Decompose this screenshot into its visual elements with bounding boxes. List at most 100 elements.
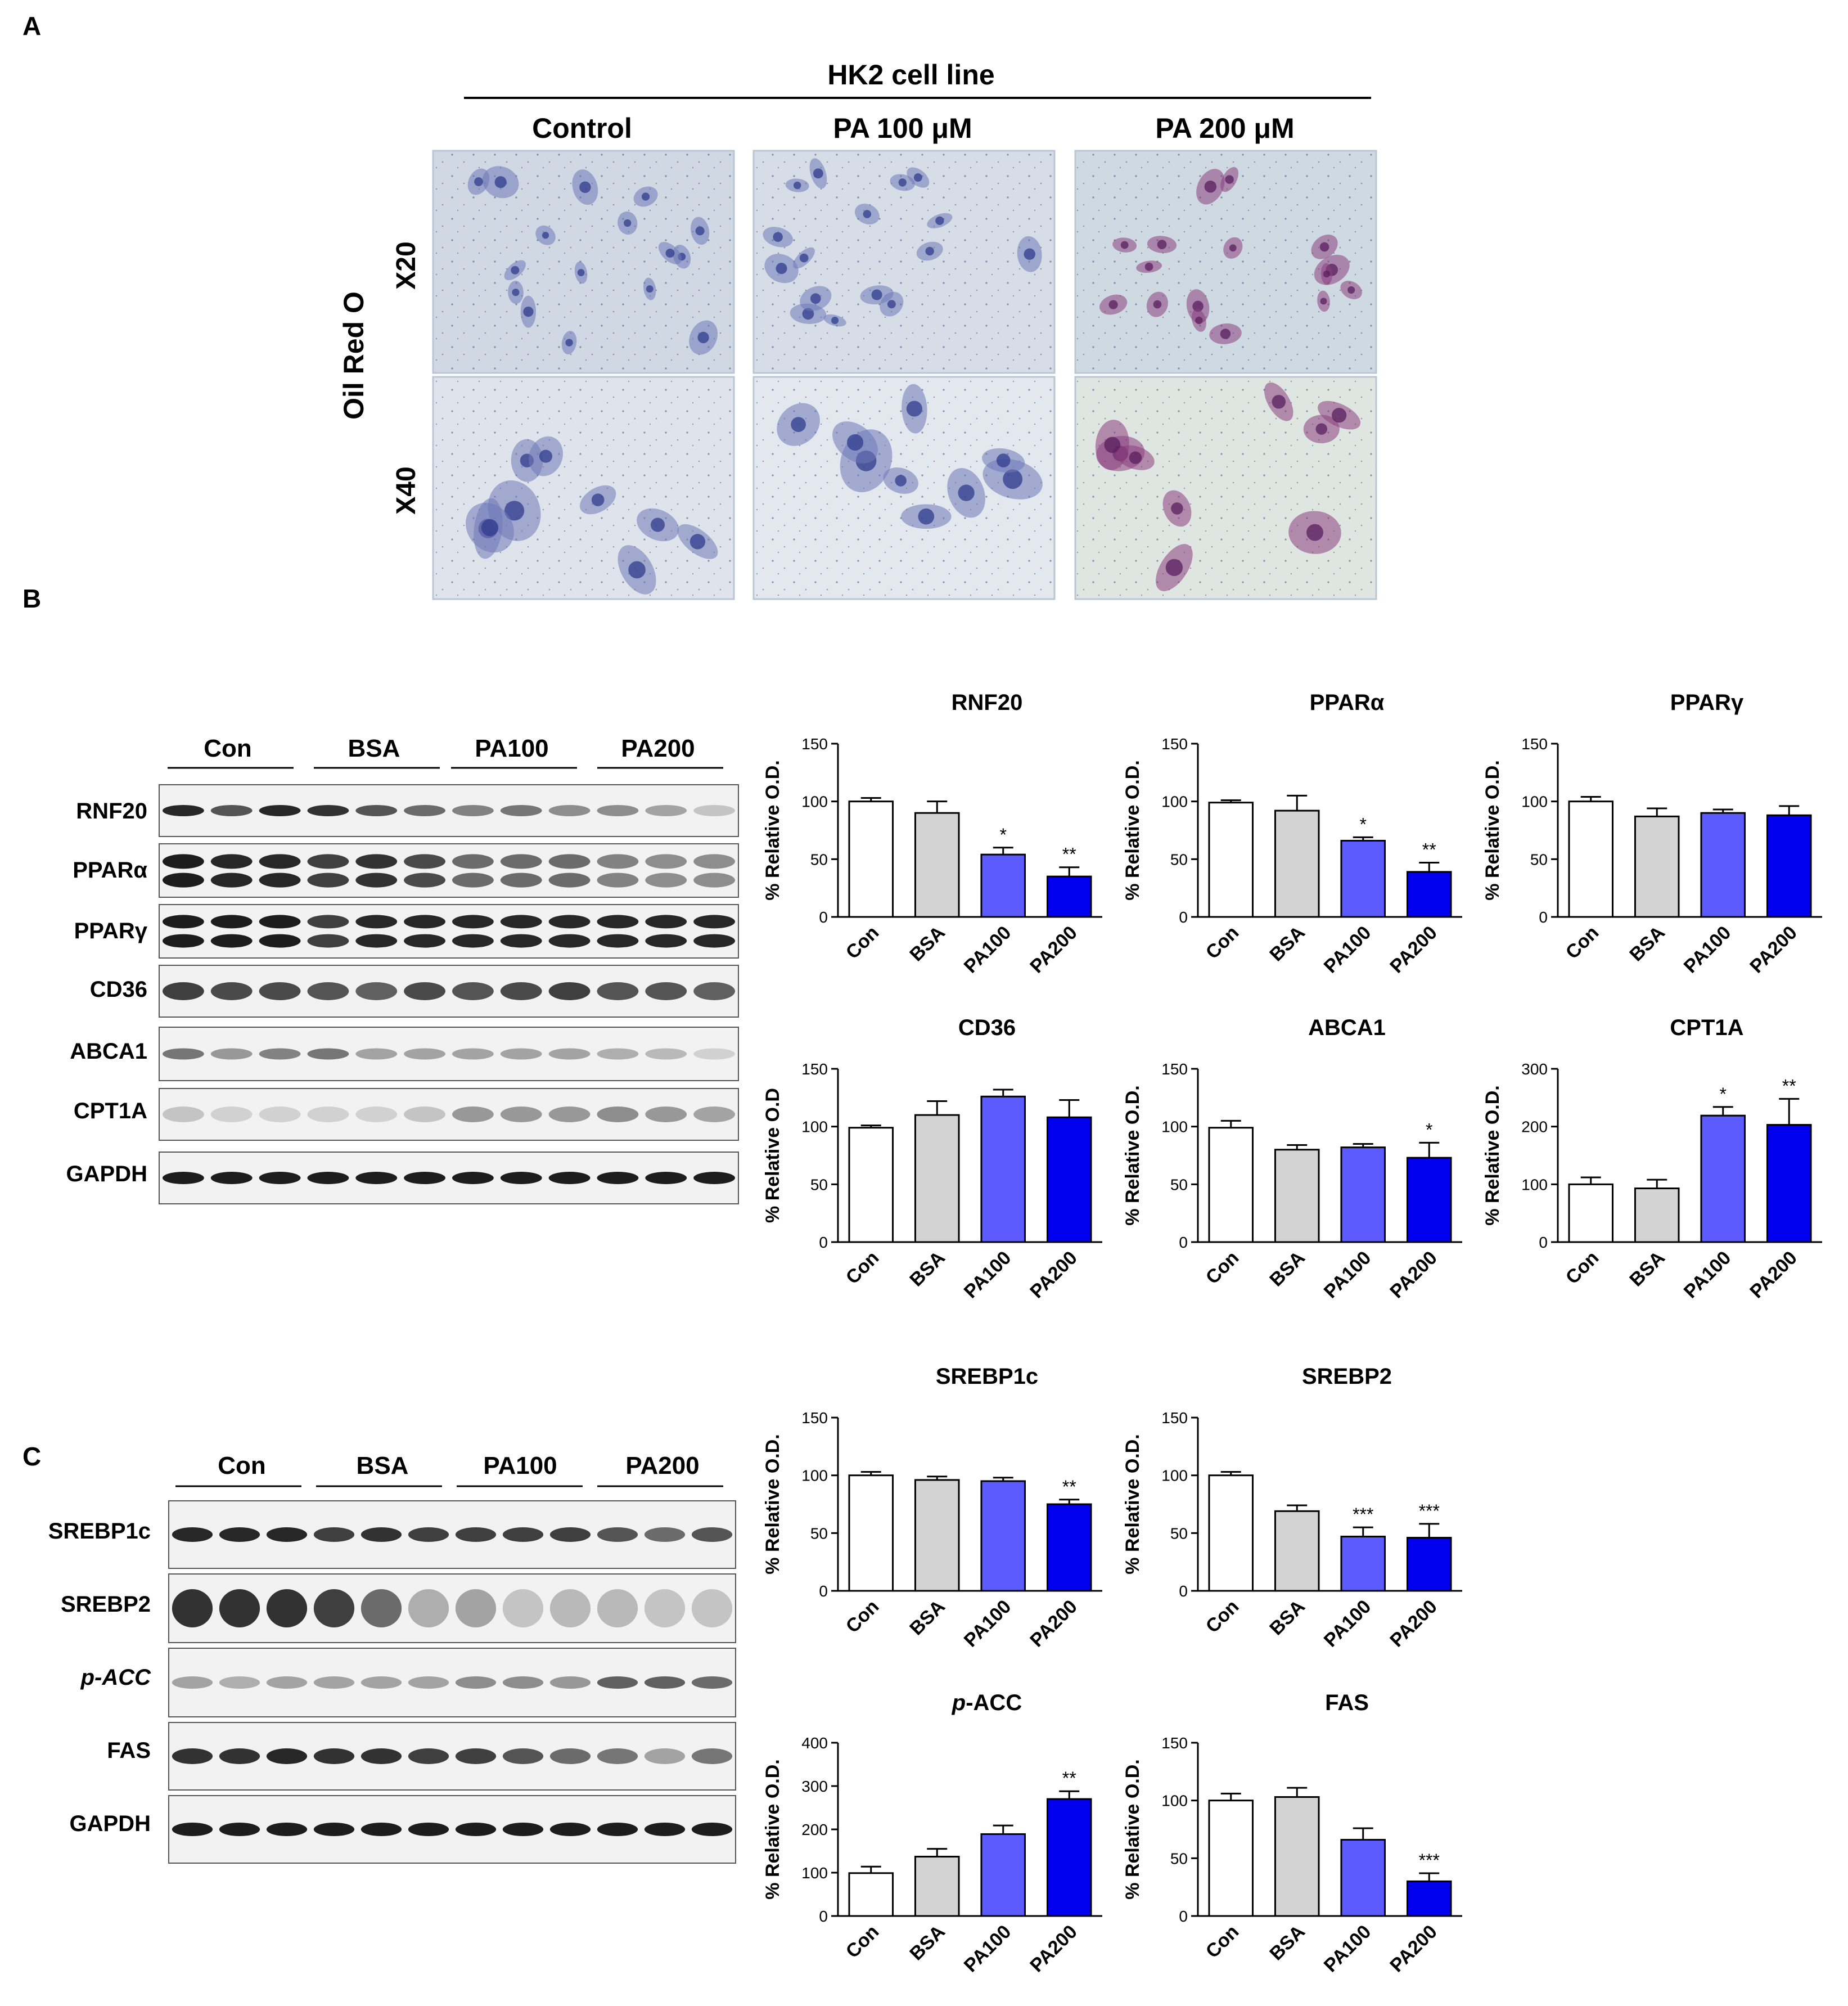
x-tick-label: BSA xyxy=(905,1596,949,1640)
blot-c-group-pa200: PA200 xyxy=(625,1452,699,1479)
significance-label: ** xyxy=(1062,1768,1076,1788)
x-tick-label: BSA xyxy=(1265,1596,1309,1640)
y-tick-label: 0 xyxy=(1539,908,1548,926)
x-tick-label: PA100 xyxy=(1320,1596,1376,1652)
y-tick-label: 200 xyxy=(1521,1118,1548,1136)
chart-srebp1c: SREBP1c % Relative O.D. 0 50 100 150 Con BSA PA1… xyxy=(762,1364,1102,1651)
x-tick-label: BSA xyxy=(1625,1247,1669,1291)
y-tick-label: 0 xyxy=(1179,1908,1188,1925)
bar xyxy=(980,1095,1026,1243)
y-axis-label: % Relative O.D. xyxy=(1122,1759,1143,1899)
y-tick-label: 200 xyxy=(801,1821,828,1838)
y-axis-label: % Relative O.D. xyxy=(1122,1085,1143,1225)
x-tick-label: PA100 xyxy=(960,1921,1016,1977)
bar xyxy=(980,853,1026,918)
microscopy-row-x20: X20 xyxy=(391,241,421,289)
chart-cpt1a: CPT1A % Relative O.D. 0 100 200 300 Con BSA * PA1… xyxy=(1482,1015,1822,1302)
microscopy-panel: HK2 cell line Control PA 100 μM PA 200 μ… xyxy=(338,59,1377,600)
x-tick-label: PA200 xyxy=(1746,922,1801,978)
y-tick-label: 50 xyxy=(1530,851,1548,868)
y-tick-label: 50 xyxy=(810,1176,828,1193)
y-tick-label: 150 xyxy=(1161,1734,1188,1752)
y-tick-label: 0 xyxy=(819,908,828,926)
blot-c-label-srebp2: SREBP2 xyxy=(61,1592,151,1617)
blot-c-label-pacc: p-ACC xyxy=(80,1665,152,1690)
x-tick-label: Con xyxy=(1202,1596,1243,1638)
blot-c-label-gapdh: GAPDH xyxy=(70,1811,151,1836)
blot-strip xyxy=(168,1795,736,1864)
bar xyxy=(1208,1474,1254,1592)
y-tick-label: 100 xyxy=(1521,1176,1548,1193)
blot-b-label-gapdh: GAPDH xyxy=(66,1162,147,1186)
x-tick-label: Con xyxy=(1202,922,1243,964)
bar xyxy=(1208,802,1254,918)
x-tick-label: PA100 xyxy=(1680,922,1736,978)
y-tick-label: 0 xyxy=(819,1582,828,1600)
y-tick-label: 0 xyxy=(819,1234,828,1251)
x-tick-label: PA100 xyxy=(960,1247,1016,1303)
y-tick-label: 100 xyxy=(801,1864,828,1882)
y-tick-label: 150 xyxy=(1161,1060,1188,1078)
blot-b-label-pparg: PPARγ xyxy=(74,919,148,943)
blot-b-label-rnf20: RNF20 xyxy=(76,799,147,824)
panel-label-c: C xyxy=(22,1442,41,1471)
x-tick-label: PA200 xyxy=(1386,1596,1441,1652)
y-axis-label: % Relative O.D. xyxy=(762,1759,783,1899)
x-tick-label: BSA xyxy=(1625,922,1669,966)
y-axis-label: % Relative O.D. xyxy=(1482,760,1503,900)
bar xyxy=(1634,1188,1680,1243)
blot-b-label-cd36: CD36 xyxy=(90,977,147,1002)
y-tick-label: 150 xyxy=(1161,1409,1188,1427)
blot-c-group-con: Con xyxy=(218,1452,266,1479)
y-axis-label: % Relative O.D. xyxy=(1122,1434,1143,1574)
x-tick-label: PA100 xyxy=(1320,922,1376,978)
y-tick-label: 100 xyxy=(801,1118,828,1136)
micrograph-image xyxy=(1074,150,1377,374)
bar xyxy=(1340,1146,1386,1243)
x-tick-label: BSA xyxy=(1265,1921,1309,1965)
blot-strip xyxy=(168,1573,736,1643)
chart-ppar-: PPARγ % Relative O.D. 0 50 100 150 Con BSA PA100… xyxy=(1482,690,1822,977)
microscopy-column-control: Control xyxy=(532,113,632,144)
x-tick-label: Con xyxy=(842,922,884,964)
y-tick-label: 100 xyxy=(801,793,828,811)
y-tick-label: 100 xyxy=(1161,1792,1188,1810)
significance-label: *** xyxy=(1353,1504,1373,1524)
microscopy-row-x40: X40 xyxy=(391,466,421,514)
bar xyxy=(914,1479,960,1592)
blot-strip xyxy=(159,904,739,959)
x-tick-label: Con xyxy=(1562,922,1603,964)
significance-label: * xyxy=(1426,1119,1432,1140)
y-tick-label: 0 xyxy=(819,1908,828,1925)
bar xyxy=(1340,1535,1386,1592)
blot-strip xyxy=(159,784,739,837)
y-tick-label: 50 xyxy=(1170,851,1188,868)
y-axis-label: % Relative O.D xyxy=(762,1088,783,1223)
x-tick-label: BSA xyxy=(1265,922,1309,966)
significance-label: ** xyxy=(1062,1477,1076,1497)
y-tick-label: 100 xyxy=(801,1467,828,1485)
x-tick-label: BSA xyxy=(905,922,949,966)
bar xyxy=(1208,1127,1254,1243)
bar xyxy=(1274,1149,1320,1243)
y-tick-label: 150 xyxy=(801,1409,828,1427)
x-tick-label: PA200 xyxy=(1026,1921,1081,1977)
x-tick-label: BSA xyxy=(1265,1247,1309,1291)
blot-strip xyxy=(168,1500,736,1569)
y-tick-label: 0 xyxy=(1179,1582,1188,1600)
y-axis-label: % Relative O.D. xyxy=(1122,760,1143,900)
bar xyxy=(1274,1510,1320,1592)
blot-b-group-con: Con xyxy=(204,735,252,762)
bar xyxy=(980,1833,1026,1917)
x-tick-label: PA100 xyxy=(1320,1921,1376,1977)
chart-title: FAS xyxy=(1325,1690,1369,1715)
bar xyxy=(1046,1503,1092,1592)
panel-label-b: B xyxy=(22,584,41,613)
blot-b-group-labels: Con BSA PA100 PA200 xyxy=(168,735,723,769)
y-tick-label: 50 xyxy=(810,1524,828,1542)
bar xyxy=(914,1114,960,1243)
micrograph-image xyxy=(432,376,735,600)
bar xyxy=(1766,1124,1812,1243)
y-tick-label: 50 xyxy=(1170,1524,1188,1542)
bar xyxy=(1700,1114,1746,1243)
